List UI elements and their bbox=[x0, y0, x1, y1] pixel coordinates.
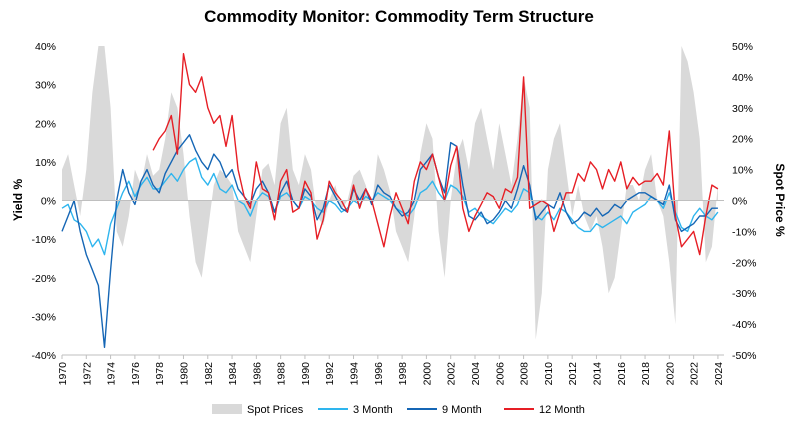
x-tick-label: 1988 bbox=[276, 362, 288, 386]
x-tick-label: 1990 bbox=[300, 362, 312, 386]
x-tick-label: 1984 bbox=[227, 362, 239, 386]
9-month-line bbox=[61, 134, 718, 348]
y-left-tick-label: 40% bbox=[35, 41, 56, 53]
x-tick-label: 1974 bbox=[106, 362, 118, 386]
x-tick-label: 1980 bbox=[179, 362, 191, 386]
x-tick-label: 2008 bbox=[519, 362, 531, 386]
chart-title: Commodity Monitor: Commodity Term Struct… bbox=[204, 7, 594, 26]
y-left-tick-label: -10% bbox=[31, 234, 56, 246]
x-tick-label: 2000 bbox=[421, 362, 433, 386]
spot-prices-area-layer bbox=[62, 46, 718, 340]
y-right-tick-label: 10% bbox=[732, 165, 753, 177]
x-tick-label: 2022 bbox=[689, 362, 701, 386]
x-tick-label: 1998 bbox=[397, 362, 409, 386]
x-tick-label: 2018 bbox=[640, 362, 652, 386]
y-axis-right-title: Spot Price % bbox=[773, 163, 787, 237]
y-right-tick-label: -30% bbox=[732, 288, 757, 300]
y-left-tick-label: 30% bbox=[35, 80, 56, 92]
x-tick-label: 1970 bbox=[57, 362, 69, 386]
legend: Spot Prices 3 Month 9 Month 12 Month bbox=[212, 404, 585, 416]
x-tick-label: 1994 bbox=[349, 362, 361, 386]
x-tick-label: 1992 bbox=[324, 362, 336, 386]
x-tick-label: 2012 bbox=[567, 362, 579, 386]
y-right-tick-label: 20% bbox=[732, 134, 753, 146]
y-right-tick-label: -40% bbox=[732, 319, 757, 331]
spot-prices-legend-swatch bbox=[212, 404, 242, 414]
x-tick-label: 1982 bbox=[203, 362, 215, 386]
x-tick-label: 2004 bbox=[470, 362, 482, 386]
3-month-legend-label: 3 Month bbox=[353, 404, 393, 416]
x-tick-label: 1972 bbox=[81, 362, 93, 386]
9-month-legend-label: 9 Month bbox=[442, 404, 482, 416]
x-tick-label: 2006 bbox=[494, 362, 506, 386]
x-tick-label: 2024 bbox=[713, 362, 725, 386]
x-tick-label: 1978 bbox=[154, 362, 166, 386]
x-tick-label: 1976 bbox=[130, 362, 142, 386]
y-right-tick-label: -50% bbox=[732, 350, 757, 362]
12-month-line bbox=[152, 53, 719, 256]
y-right-tick-label: 30% bbox=[732, 103, 753, 115]
x-tick-label: 2014 bbox=[592, 362, 604, 386]
12-month-legend-label: 12 Month bbox=[539, 404, 585, 416]
y-axis-left-title: Yield % bbox=[11, 179, 25, 222]
x-tick-label: 2010 bbox=[543, 362, 555, 386]
y-left-tick-label: -30% bbox=[31, 311, 56, 323]
x-tick-label: 2002 bbox=[446, 362, 458, 386]
y-left-tick-label: -40% bbox=[31, 350, 56, 362]
y-right-tick-label: -10% bbox=[732, 226, 757, 238]
y-right-tick-label: 40% bbox=[732, 72, 753, 84]
x-tick-label: 1996 bbox=[373, 362, 385, 386]
x-tick-label: 2016 bbox=[616, 362, 628, 386]
y-left-tick-label: 10% bbox=[35, 157, 56, 169]
y-right-tick-label: 0% bbox=[732, 196, 747, 208]
spot-prices-legend-label: Spot Prices bbox=[247, 404, 304, 416]
y-left-tick-label: 0% bbox=[41, 196, 56, 208]
x-tick-label: 2020 bbox=[664, 362, 676, 386]
axes-layer: 40% 30% 20% 10% 0% -10% -20% -30% -40% 50% 40% 30% 2… bbox=[31, 41, 756, 385]
y-right-tick-label: 50% bbox=[732, 41, 753, 53]
x-tick-label: 1986 bbox=[251, 362, 263, 386]
y-left-tick-label: -20% bbox=[31, 273, 56, 285]
y-left-tick-label: 20% bbox=[35, 118, 56, 130]
y-right-tick-label: -20% bbox=[732, 257, 757, 269]
spot-prices-area bbox=[62, 46, 718, 340]
